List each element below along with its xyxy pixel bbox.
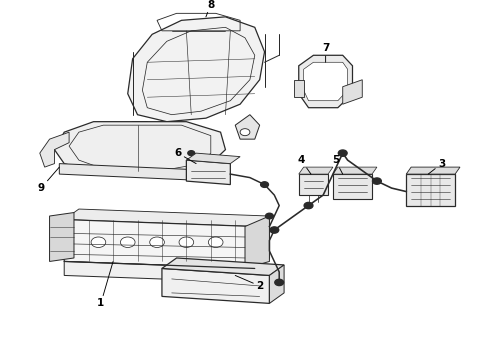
Polygon shape <box>255 216 270 269</box>
Circle shape <box>91 237 106 247</box>
Circle shape <box>179 237 194 247</box>
Polygon shape <box>186 160 230 185</box>
Polygon shape <box>270 265 284 303</box>
Circle shape <box>121 237 135 247</box>
Circle shape <box>261 182 269 187</box>
Circle shape <box>270 227 279 233</box>
Polygon shape <box>294 80 304 97</box>
Polygon shape <box>245 216 270 269</box>
Polygon shape <box>128 17 265 122</box>
Text: 7: 7 <box>322 43 329 62</box>
Circle shape <box>188 151 195 156</box>
Text: 3: 3 <box>428 159 445 174</box>
Polygon shape <box>333 167 377 174</box>
Polygon shape <box>406 174 455 206</box>
Text: 5: 5 <box>332 155 343 174</box>
Circle shape <box>266 213 273 219</box>
Polygon shape <box>64 261 255 283</box>
Polygon shape <box>299 167 333 174</box>
Text: 2: 2 <box>235 275 263 291</box>
Circle shape <box>338 150 347 156</box>
Polygon shape <box>299 174 328 195</box>
Polygon shape <box>406 167 460 174</box>
Polygon shape <box>304 62 347 101</box>
Polygon shape <box>299 55 352 108</box>
Polygon shape <box>118 122 147 143</box>
Polygon shape <box>59 163 216 181</box>
Polygon shape <box>40 132 69 167</box>
Circle shape <box>304 202 313 209</box>
Polygon shape <box>186 153 240 163</box>
Circle shape <box>126 131 139 140</box>
Circle shape <box>240 129 250 136</box>
Polygon shape <box>235 115 260 139</box>
Polygon shape <box>162 269 270 303</box>
Text: 1: 1 <box>97 261 113 309</box>
Circle shape <box>150 237 164 247</box>
Polygon shape <box>54 122 225 174</box>
Polygon shape <box>333 174 372 199</box>
Text: 9: 9 <box>38 167 59 193</box>
Circle shape <box>372 178 381 184</box>
Polygon shape <box>49 212 74 261</box>
Circle shape <box>275 279 284 285</box>
Text: 6: 6 <box>174 148 196 163</box>
Polygon shape <box>343 80 362 104</box>
Text: 4: 4 <box>297 155 311 174</box>
Polygon shape <box>64 209 270 226</box>
Circle shape <box>208 237 223 247</box>
Text: 8: 8 <box>206 0 215 17</box>
Polygon shape <box>162 258 284 275</box>
Polygon shape <box>64 220 255 269</box>
